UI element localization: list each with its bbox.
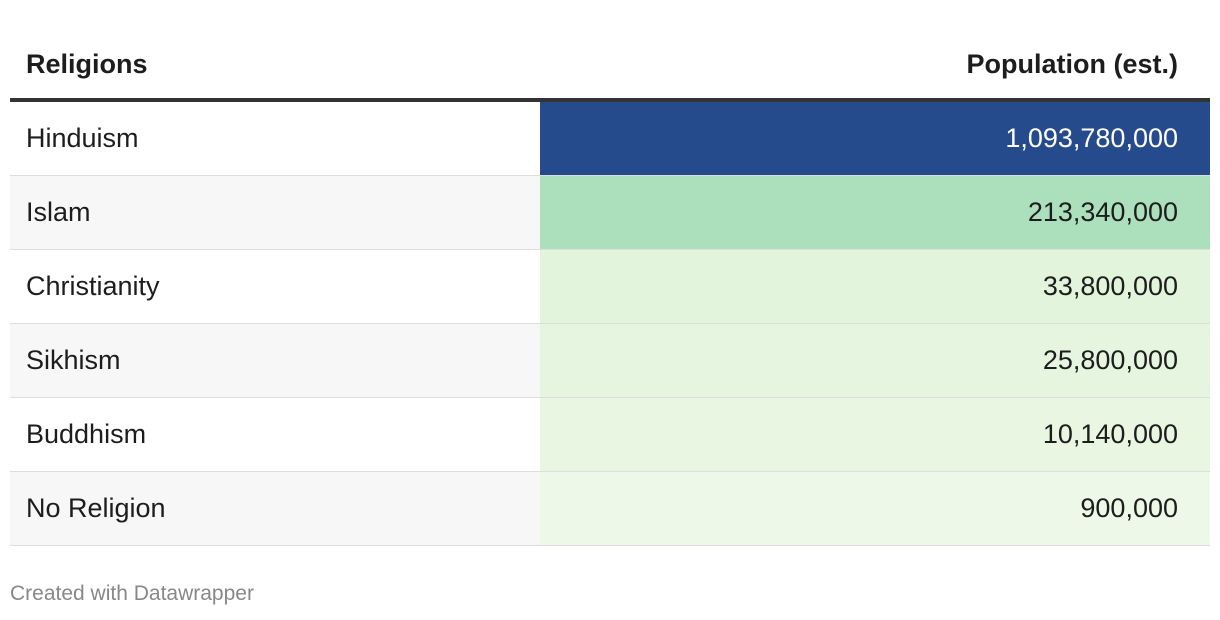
value-cell: 213,340,000 — [540, 176, 1210, 249]
religion-name: Hinduism — [26, 123, 139, 153]
label-cell: Sikhism — [10, 324, 540, 397]
label-cell: Buddhism — [10, 398, 540, 471]
value-cell: 33,800,000 — [540, 250, 1210, 323]
table-row: Sikhism 25,800,000 — [10, 324, 1210, 398]
column-header: Religions — [26, 49, 148, 79]
value-cell: 25,800,000 — [540, 324, 1210, 397]
footer-credit: Created with Datawrapper — [10, 582, 254, 605]
value-cell: 10,140,000 — [540, 398, 1210, 471]
value-cell: 1,093,780,000 — [540, 102, 1210, 175]
population-value: 213,340,000 — [1027, 197, 1178, 227]
population-value: 10,140,000 — [1042, 419, 1178, 449]
table-row: Hinduism 1,093,780,000 — [10, 102, 1210, 176]
religion-name: Islam — [26, 197, 91, 227]
value-cell: 900,000 — [540, 472, 1210, 545]
religion-name: Christianity — [26, 271, 160, 301]
label-cell: Hinduism — [10, 102, 540, 175]
table-row: Buddhism 10,140,000 — [10, 398, 1210, 472]
label-cell: Christianity — [10, 250, 540, 323]
population-value: 33,800,000 — [1042, 271, 1178, 301]
header-rule — [10, 98, 1210, 102]
religion-name: Buddhism — [26, 419, 147, 449]
table-row: No Religion 900,000 — [10, 472, 1210, 546]
column-header: Population (est.) — [966, 49, 1179, 79]
label-cell: No Religion — [10, 472, 540, 545]
label-cell: Islam — [10, 176, 540, 249]
table-row: Christianity 33,800,000 — [10, 250, 1210, 324]
population-value: 1,093,780,000 — [1005, 123, 1178, 153]
population-value: 900,000 — [1080, 493, 1178, 523]
table-row: Islam 213,340,000 — [10, 176, 1210, 250]
population-value: 25,800,000 — [1042, 345, 1178, 375]
religion-name: Sikhism — [26, 345, 121, 375]
religion-name: No Religion — [26, 493, 166, 523]
